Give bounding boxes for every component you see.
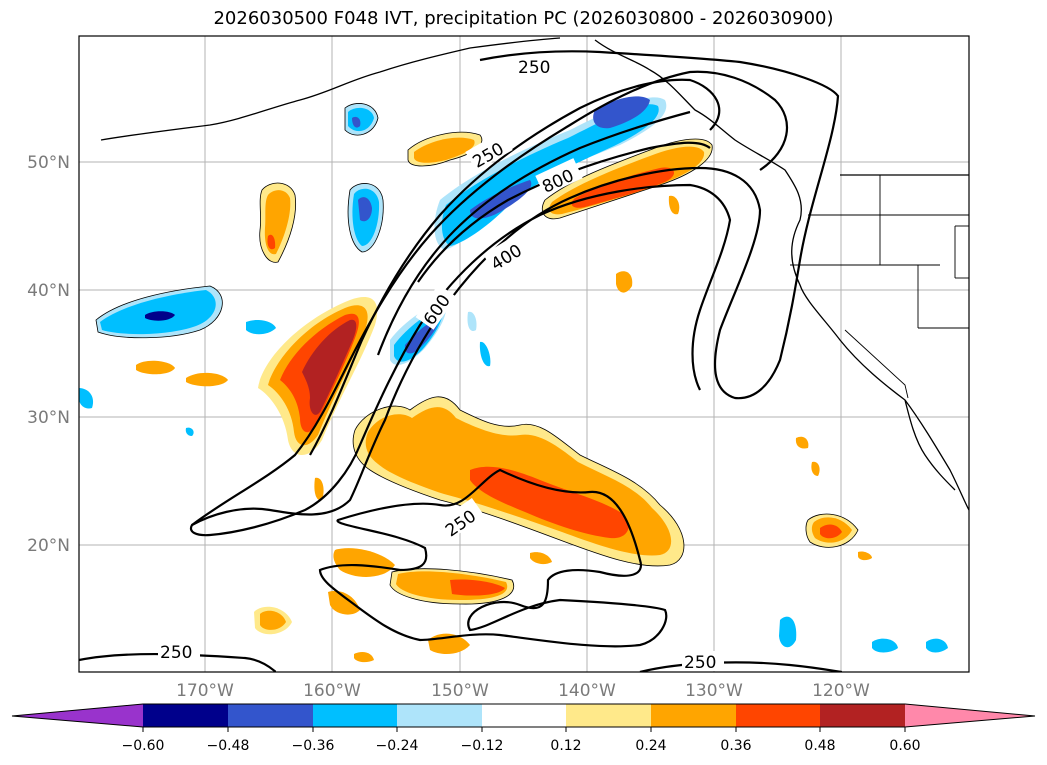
lon-label-120w: 120°W <box>812 681 870 701</box>
lon-label-160w: 160°W <box>303 681 361 701</box>
colorbar-tick: 0.48 <box>804 738 835 754</box>
colorbar: −0.60 −0.48 −0.36 −0.24 −0.12 0.12 0.24 … <box>11 703 1036 754</box>
lat-label-50n: 50°N <box>27 153 70 173</box>
lat-label-20n: 20°N <box>27 536 70 556</box>
precip-positive-anomalies <box>136 132 872 663</box>
colorbar-tick: −0.60 <box>122 738 165 754</box>
colorbar-tick: −0.48 <box>207 738 250 754</box>
gridlines <box>79 36 969 672</box>
colorbar-tick: −0.36 <box>292 738 335 754</box>
precip-contour-outlines <box>95 103 859 605</box>
contour-label-250-north: 250 <box>518 58 550 78</box>
map-area: 250 250 800 400 600 250 250 250 <box>79 36 969 673</box>
colorbar-segment <box>566 704 651 727</box>
colorbar-segment <box>482 704 566 727</box>
colorbar-tick: 0.36 <box>720 738 751 754</box>
colorbar-extend-high <box>905 704 1035 727</box>
latitude-labels: 50°N 40°N 30°N 20°N <box>27 153 70 556</box>
ivt-contours <box>79 50 843 672</box>
colorbar-segment <box>228 704 313 727</box>
lon-label-140w: 140°W <box>558 681 616 701</box>
lon-label-150w: 150°W <box>431 681 489 701</box>
contour-label-250-southwest: 250 <box>160 643 192 663</box>
map-title: 2026030500 F048 IVT, precipitation PC (2… <box>213 8 834 29</box>
colorbar-tick: 0.24 <box>635 738 666 754</box>
colorbar-tick: 0.12 <box>550 738 581 754</box>
contour-label-250-south: 250 <box>684 653 716 673</box>
colorbar-segment <box>736 704 820 727</box>
colorbar-segment <box>143 704 228 727</box>
lat-label-30n: 30°N <box>27 408 70 428</box>
colorbar-segment <box>820 704 905 727</box>
map-frame <box>78 35 970 673</box>
colorbar-tick: −0.24 <box>376 738 419 754</box>
coastlines <box>100 37 969 511</box>
longitude-labels: 170°W 160°W 150°W 140°W 130°W 120°W <box>176 681 870 701</box>
colorbar-segment <box>397 704 482 727</box>
colorbar-tick: 0.60 <box>889 738 920 754</box>
colorbar-extend-low <box>12 704 143 727</box>
colorbar-segment <box>313 704 397 727</box>
lat-label-40n: 40°N <box>27 281 70 301</box>
lon-label-130w: 130°W <box>685 681 743 701</box>
state-borders <box>790 175 969 399</box>
colorbar-tick: −0.12 <box>461 738 504 754</box>
lon-label-170w: 170°W <box>176 681 234 701</box>
colorbar-segment <box>651 704 736 727</box>
